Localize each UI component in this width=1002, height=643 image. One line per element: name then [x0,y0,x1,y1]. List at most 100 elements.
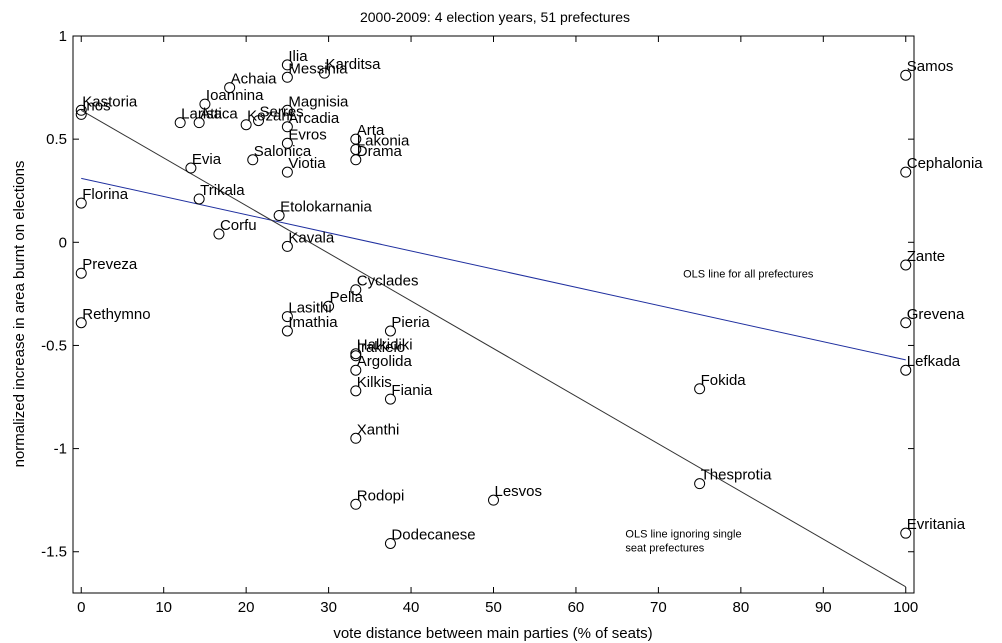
data-point [900,364,912,376]
ols-line [80,109,907,588]
point-label: Samos [907,58,954,75]
point-label: Lakonia [357,132,410,149]
line-annotation: OLS line ignoring single [625,528,741,540]
point-label: Larisa [181,106,223,123]
data-point [281,121,293,133]
point-label: Cephalonia [907,155,984,172]
data-point [694,383,706,395]
data-point [185,162,197,174]
data-point [224,82,236,94]
y-tick-label: -0.5 [41,337,67,354]
data-point [318,67,330,79]
point-label: Etolokarnania [280,198,372,215]
point-label: Xanthi [357,421,400,438]
chart-title: 2000-2009: 4 election years, 51 prefectu… [360,9,630,25]
data-point [273,209,285,221]
x-tick-label: 50 [485,599,502,616]
data-point [281,166,293,178]
data-point [323,300,335,312]
data-point [240,119,252,131]
y-tick-label: 1 [59,28,67,45]
point-label: Messinia [288,60,348,77]
point-label: Evritania [907,516,966,533]
point-label: Grevena [907,306,965,323]
point-label: Fokida [701,372,747,389]
data-point [384,325,396,337]
data-point [384,393,396,405]
point-label: Kilkis [357,374,392,391]
point-label: Arta [357,122,385,139]
point-label: Serres [260,104,304,121]
x-tick-label: 100 [893,599,918,616]
point-label: Drama [357,143,403,160]
point-label: Thesprotia [701,467,773,484]
axis-ticks: 0 10 20 30 40 50 60 70 80 90 100 -1.5 -1 -0.5 0 0.5 1 [41,28,918,616]
point-label: Zante [907,248,945,265]
point-label: Halkidiki [357,337,413,354]
point-label: Lefkada [907,353,961,370]
data-point [75,104,87,116]
data-point [281,311,293,323]
point-label: Preveza [82,256,138,273]
data-point [350,498,362,510]
point-label: Karditsa [325,56,381,73]
y-axis-label: normalized increase in area burnt on ele… [11,161,28,468]
data-point [350,154,362,166]
data-point [199,98,211,110]
y-tick-label: -1.5 [41,544,67,561]
data-point [213,228,225,240]
x-tick-label: 80 [733,599,750,616]
point-label: Pieria [391,314,430,331]
line-annotation: OLS line for all prefectures [683,268,814,280]
regression-lines [80,109,907,588]
data-point [75,108,87,120]
data-point [281,137,293,149]
data-point [900,317,912,329]
data-point [75,197,87,209]
data-point [900,259,912,271]
ols-line [81,177,906,361]
data-point [247,154,259,166]
data-point [350,385,362,397]
point-label: Irakleio [357,339,405,356]
point-label: Kozani [247,108,293,125]
point-label: Florina [82,186,129,203]
point-label: Kavala [288,229,335,246]
x-tick-label: 60 [568,599,585,616]
point-label: Salonica [254,143,312,160]
point-label: Inos [82,97,110,114]
x-tick-label: 30 [320,599,337,616]
point-label: Rethymno [82,306,150,323]
x-tick-label: 70 [650,599,667,616]
point-label: Fiania [391,382,433,399]
x-tick-label: 20 [238,599,255,616]
data-point [281,71,293,83]
data-point [193,117,205,129]
data-point [281,104,293,116]
point-label: Evros [288,126,326,143]
data-point [900,527,912,539]
point-label: Corfu [220,217,257,234]
point-label: Kastoria [82,93,138,110]
point-label: Argolida [357,353,413,370]
point-label: Trikala [200,182,245,199]
point-label: Imathia [288,314,338,331]
data-point [694,478,706,490]
data-point [900,166,912,178]
data-point [193,193,205,205]
data-point [488,494,499,506]
data-point [384,537,396,549]
point-label: Lasithi [288,300,331,317]
data-point [75,317,87,329]
data-point [281,59,293,71]
point-label: Rodopi [357,487,405,504]
data-point [281,325,293,337]
point-label: Ioannina [206,87,264,104]
point-label: Viotia [288,155,326,172]
data-point [350,350,362,362]
point-label: Attica [200,106,238,123]
data-point [75,267,87,279]
y-tick-label: -1 [54,441,67,458]
